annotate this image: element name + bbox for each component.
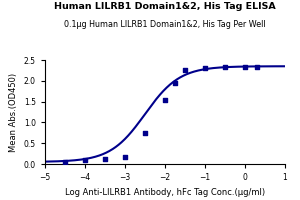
Point — [183, 68, 188, 71]
Text: 0.1μg Human LILRB1 Domain1&2, His Tag Per Well: 0.1μg Human LILRB1 Domain1&2, His Tag Pe… — [64, 20, 266, 29]
Point — [123, 155, 128, 159]
Point — [63, 160, 68, 164]
Point — [202, 67, 207, 70]
Point — [142, 131, 147, 134]
Point — [255, 66, 260, 69]
Point — [243, 65, 248, 68]
Point — [163, 98, 167, 101]
Point — [223, 65, 227, 68]
Y-axis label: Mean Abs.(OD450): Mean Abs.(OD450) — [9, 72, 18, 152]
Point — [103, 157, 107, 161]
Point — [82, 159, 87, 162]
Text: Human LILRB1 Domain1&2, His Tag ELISA: Human LILRB1 Domain1&2, His Tag ELISA — [54, 2, 276, 11]
Point — [172, 81, 177, 84]
X-axis label: Log Anti-LILRB1 Antibody, hFc Tag Conc.(μg/ml): Log Anti-LILRB1 Antibody, hFc Tag Conc.(… — [65, 188, 265, 197]
